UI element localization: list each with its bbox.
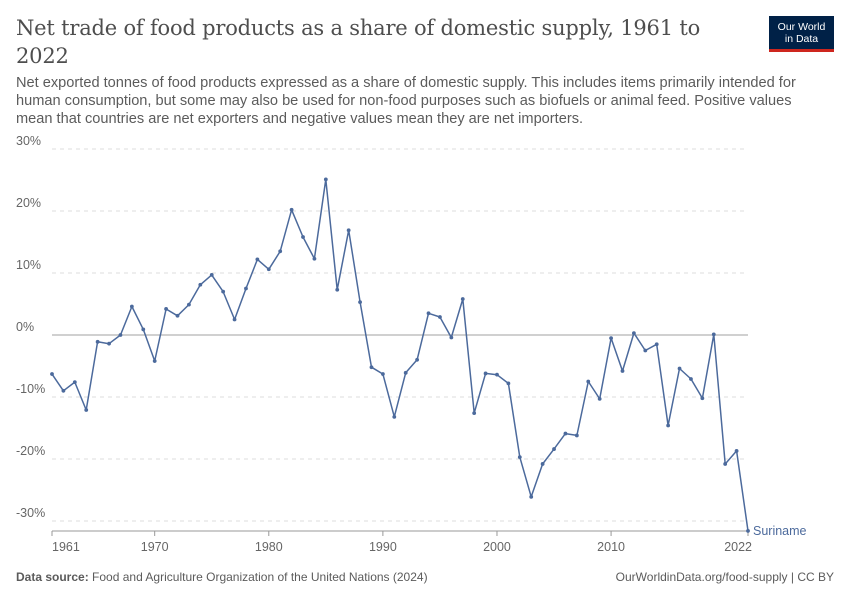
series-layer[interactable]: Suriname: [50, 177, 807, 538]
data-point[interactable]: [95, 339, 100, 344]
data-point[interactable]: [335, 287, 340, 292]
data-point[interactable]: [689, 377, 693, 381]
data-point[interactable]: [289, 207, 294, 212]
data-point[interactable]: [175, 313, 180, 318]
data-point[interactable]: [586, 379, 591, 384]
data-point[interactable]: [152, 359, 157, 363]
data-point[interactable]: [438, 315, 442, 319]
data-point[interactable]: [746, 529, 750, 533]
data-point[interactable]: [517, 455, 522, 460]
data-point[interactable]: [483, 371, 488, 376]
data-point[interactable]: [426, 311, 431, 316]
y-tick-label: 0%: [16, 320, 34, 334]
logo-line-2: in Data: [784, 33, 819, 45]
data-point[interactable]: [540, 462, 545, 466]
data-point[interactable]: [700, 396, 705, 401]
data-point[interactable]: [266, 267, 271, 272]
x-tick-label: 1970: [141, 540, 169, 554]
data-point[interactable]: [84, 408, 89, 412]
x-axis-ticks: 1961 1970 1980 1990 2000 2010 2022: [51, 530, 752, 554]
data-point[interactable]: [403, 370, 408, 375]
data-point[interactable]: [312, 256, 317, 261]
data-point[interactable]: [711, 332, 716, 337]
x-tick-label: 2022: [724, 540, 752, 554]
x-tick-label: 1980: [255, 540, 283, 554]
data-point[interactable]: [552, 447, 556, 451]
data-point[interactable]: [460, 297, 465, 301]
data-point[interactable]: [449, 335, 454, 340]
y-tick-label: -10%: [16, 382, 45, 396]
data-point[interactable]: [129, 304, 134, 309]
data-point[interactable]: [187, 302, 191, 307]
data-point[interactable]: [164, 307, 168, 311]
data-point[interactable]: [209, 272, 214, 277]
data-point[interactable]: [415, 357, 420, 362]
series-label[interactable]: Suriname: [753, 524, 807, 538]
x-tick-label: 2000: [483, 540, 511, 554]
data-point[interactable]: [392, 414, 397, 419]
data-point[interactable]: [506, 381, 511, 386]
series-line[interactable]: [51, 178, 749, 532]
owid-logo[interactable]: Our World in Data: [769, 16, 834, 52]
data-point[interactable]: [563, 431, 568, 436]
data-point[interactable]: [141, 327, 146, 332]
data-point[interactable]: [278, 249, 283, 254]
data-point[interactable]: [643, 348, 648, 353]
data-point[interactable]: [734, 449, 739, 453]
data-point[interactable]: [574, 433, 579, 438]
data-point[interactable]: [529, 494, 534, 499]
data-point[interactable]: [61, 388, 66, 393]
y-tick-label: 10%: [16, 258, 41, 272]
data-point[interactable]: [72, 380, 77, 385]
data-point[interactable]: [255, 257, 260, 262]
x-tick-label: 1961: [52, 540, 80, 554]
data-point[interactable]: [107, 341, 111, 346]
data-point[interactable]: [346, 228, 351, 233]
data-point[interactable]: [620, 369, 625, 373]
data-point[interactable]: [654, 342, 659, 347]
footer-link[interactable]: OurWorldinData.org/food-supply | CC BY: [615, 570, 834, 584]
data-point[interactable]: [221, 289, 226, 294]
data-source-label: Data source:: [16, 570, 89, 584]
data-point[interactable]: [232, 317, 237, 322]
y-tick-label: 20%: [16, 196, 41, 210]
y-tick-label: -20%: [16, 444, 45, 458]
data-point[interactable]: [301, 235, 305, 239]
y-tick-label: 30%: [16, 134, 41, 148]
data-point[interactable]: [666, 423, 671, 428]
data-point[interactable]: [380, 372, 385, 376]
line-chart: 30% 20% 10% 0% -10% -20% -30% 1961 1970 1980 1990…: [16, 134, 807, 554]
y-axis-ticks: 30% 20% 10% 0% -10% -20% -30%: [16, 134, 45, 520]
data-source: Data source: Food and Agriculture Organi…: [16, 570, 428, 584]
data-point[interactable]: [244, 286, 248, 291]
logo-line-1: Our World: [777, 21, 826, 33]
data-point[interactable]: [198, 282, 203, 287]
data-point[interactable]: [723, 462, 728, 466]
data-point[interactable]: [118, 333, 123, 337]
data-source-text: Food and Agriculture Organization of the…: [92, 570, 428, 584]
data-point[interactable]: [323, 177, 328, 182]
data-point[interactable]: [677, 366, 682, 371]
data-point[interactable]: [472, 411, 477, 416]
chart-title: Net trade of food products as a share of…: [16, 16, 701, 68]
data-point[interactable]: [609, 336, 613, 340]
data-point[interactable]: [358, 300, 362, 305]
data-point[interactable]: [50, 372, 54, 376]
data-point[interactable]: [632, 331, 636, 336]
data-point[interactable]: [495, 372, 499, 377]
x-tick-label: 1990: [369, 540, 397, 554]
data-point[interactable]: [369, 365, 374, 370]
chart-subtitle: Net exported tonnes of food products exp…: [16, 75, 796, 127]
gridlines: [52, 148, 748, 522]
x-tick-label: 2010: [597, 540, 625, 554]
y-tick-label: -30%: [16, 506, 45, 520]
data-point[interactable]: [597, 396, 602, 401]
